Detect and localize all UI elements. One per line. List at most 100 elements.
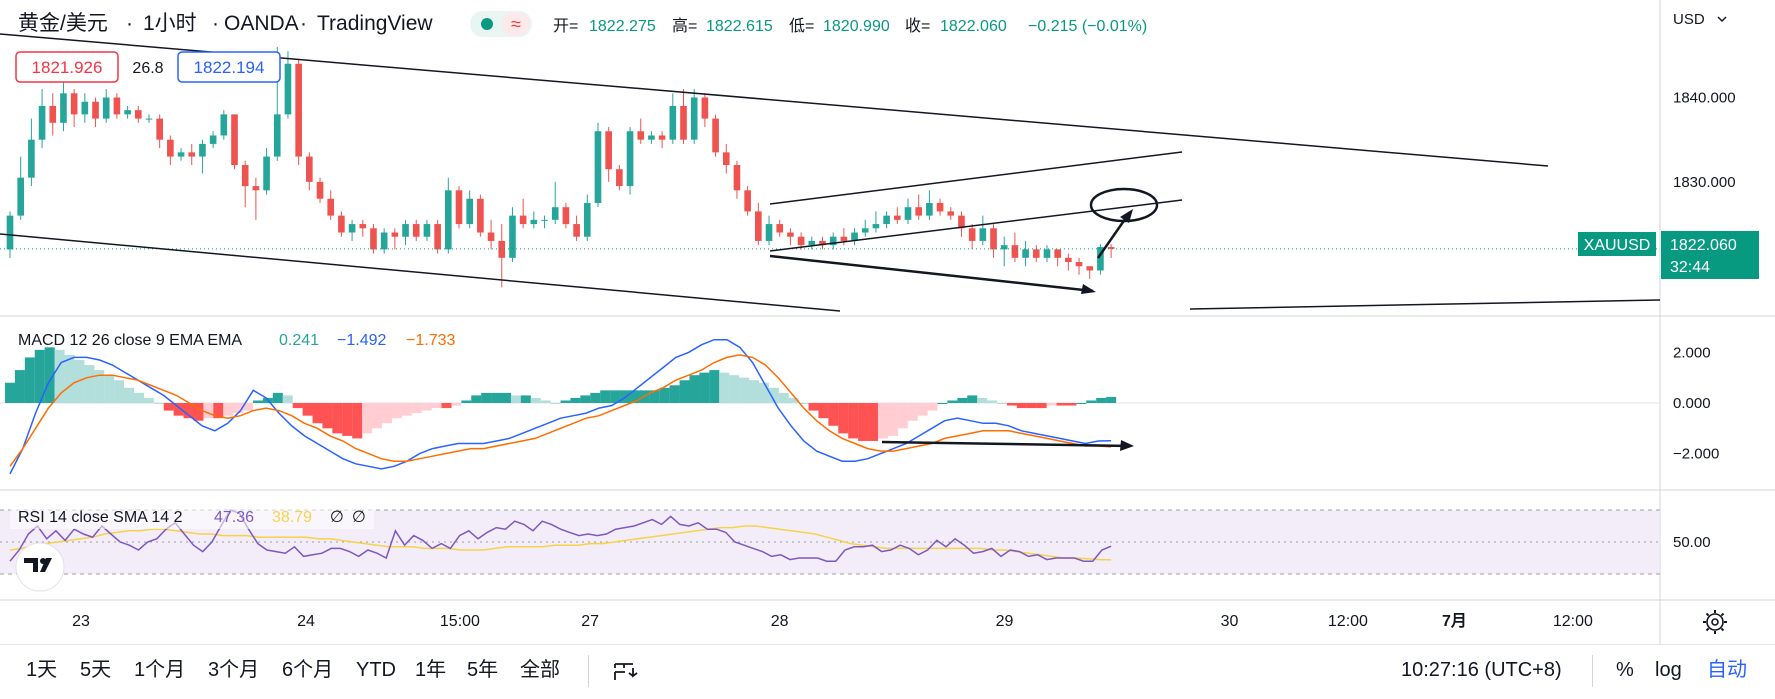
- price-axis[interactable]: 1840.000 1830.000: [1673, 90, 1736, 191]
- symbol-name[interactable]: 黄金/美元: [18, 12, 108, 35]
- target-ellipse[interactable]: [1089, 187, 1159, 223]
- macd-histogram-bar: [699, 372, 710, 403]
- candle-up: [851, 232, 858, 241]
- rsi-title[interactable]: RSI 14 close SMA 14 2: [18, 509, 183, 526]
- macd-histogram-bar: [1036, 403, 1047, 409]
- macd-histogram-bar: [788, 397, 799, 403]
- price-tick-label: 1830.000: [1673, 174, 1736, 191]
- macd-histogram-bar: [24, 357, 35, 403]
- macd-histogram-bar: [1096, 397, 1107, 403]
- candle-down: [156, 118, 163, 140]
- macd-line: [9, 338, 1112, 475]
- range-3m-button[interactable]: 3个月: [208, 659, 260, 681]
- macd-histogram-bar: [74, 359, 85, 403]
- percent-scale-button[interactable]: %: [1616, 659, 1634, 681]
- range-6m-button[interactable]: 6个月: [282, 659, 334, 681]
- auto-scale-button[interactable]: 自动: [1707, 659, 1747, 681]
- rsi-axis[interactable]: 50.00: [1673, 534, 1711, 551]
- candle-down: [562, 207, 570, 225]
- candle-down: [701, 97, 709, 119]
- macd-histogram-bar: [987, 400, 998, 403]
- descending-channel-lower-line[interactable]: [0, 233, 841, 312]
- macd-arrow-line[interactable]: [881, 440, 1131, 448]
- rsi-extra-1: ∅: [330, 509, 344, 526]
- candle-down: [487, 232, 495, 241]
- candle-down: [498, 240, 506, 258]
- goto-date-icon[interactable]: [612, 659, 640, 685]
- macd-histogram-bar: [967, 395, 978, 403]
- rising-channel-upper-line[interactable]: [769, 151, 1183, 205]
- range-1d-button[interactable]: 1天: [26, 659, 58, 681]
- channel-lower-extension[interactable]: [1189, 299, 1661, 310]
- macd-histogram-bar: [917, 403, 928, 416]
- candle-down: [252, 186, 260, 191]
- rsi-tick-label: 50.00: [1673, 534, 1711, 551]
- candle-down: [412, 224, 420, 237]
- settings-gear-icon[interactable]: [1703, 610, 1727, 634]
- candle-up: [28, 139, 35, 178]
- toolbar-separator-2: [1592, 655, 1593, 687]
- time-tick-label: 15:00: [440, 613, 480, 630]
- macd-histogram-bar: [441, 403, 452, 409]
- candle-up: [220, 114, 228, 136]
- data-warning-pill[interactable]: [502, 13, 530, 35]
- candle-down: [338, 215, 345, 233]
- downward-arrow-line[interactable]: [769, 254, 1094, 293]
- candle-up: [926, 202, 933, 216]
- range-5d-button[interactable]: 5天: [80, 659, 112, 681]
- candle-down: [455, 190, 463, 225]
- macd-title[interactable]: MACD 12 26 close 9 EMA EMA: [18, 332, 242, 349]
- macd-histogram-bar: [312, 403, 323, 424]
- currency-chevron-down-icon[interactable]: [1717, 16, 1727, 23]
- change-value: −0.215 (−0.01%): [1028, 18, 1147, 35]
- candle-up: [690, 97, 698, 140]
- macd-histogram-bar: [669, 385, 680, 403]
- macd-histogram-bar: [1016, 403, 1027, 409]
- dot-separator-3: ·: [300, 12, 307, 35]
- buy-button[interactable]: [177, 51, 281, 83]
- candle-down: [733, 165, 741, 191]
- macd-histogram-bar: [332, 403, 343, 434]
- range-ytd-button[interactable]: YTD: [356, 659, 396, 681]
- macd-histogram-bar: [362, 403, 373, 434]
- macd-histogram-bar: [570, 397, 581, 403]
- time-tick-label: 12:00: [1328, 613, 1368, 630]
- candle-down: [776, 224, 784, 233]
- broker-label: OANDA: [224, 12, 299, 35]
- range-1y-button[interactable]: 1年: [415, 659, 447, 681]
- timezone-clock[interactable]: 10:27:16 (UTC+8): [1401, 659, 1562, 681]
- candle-down: [658, 135, 666, 140]
- macd-histogram-bar: [798, 403, 809, 404]
- dot-separator-1: ·: [126, 12, 133, 35]
- candle-up: [872, 224, 880, 229]
- macd-histogram-bar: [193, 403, 204, 421]
- tradingview-logo-dot: [40, 558, 46, 564]
- last-price-value: 1822.060: [1670, 237, 1737, 254]
- range-1m-button[interactable]: 1个月: [134, 659, 186, 681]
- macd-axis[interactable]: 2.000 0.000 −2.000: [1673, 344, 1719, 462]
- candle-up: [829, 236, 837, 246]
- time-axis[interactable]: 23 24 15:00 27 28 29 30 12:00 7月 12:00: [72, 612, 1593, 630]
- candle-up: [551, 207, 559, 220]
- candle-up: [530, 219, 538, 225]
- sell-button[interactable]: [15, 51, 119, 83]
- candle-down: [1011, 245, 1019, 258]
- candle-up: [861, 228, 869, 233]
- interval-label[interactable]: 1小时: [143, 12, 197, 35]
- rising-channel-lower-line[interactable]: [769, 199, 1183, 252]
- tradingview-logo[interactable]: [15, 542, 65, 592]
- macd-histogram-bar: [1056, 403, 1067, 406]
- macd-histogram-bar: [302, 403, 313, 416]
- log-scale-button[interactable]: log: [1655, 659, 1682, 681]
- range-5y-button[interactable]: 5年: [467, 659, 499, 681]
- time-tick-label: 28: [771, 613, 789, 630]
- range-all-button[interactable]: 全部: [520, 659, 560, 681]
- currency-label[interactable]: USD: [1673, 11, 1705, 28]
- macd-histogram-bar: [649, 390, 660, 403]
- chart-legend[interactable]: 黄金/美元 · 1小时 · OANDA · TradingView ≈ 开= 1…: [18, 11, 1147, 37]
- macd-histogram-bar: [530, 397, 541, 403]
- macd-histogram-bar: [114, 380, 125, 403]
- macd-histogram-bar: [64, 354, 75, 403]
- close-label: 收=: [905, 17, 930, 35]
